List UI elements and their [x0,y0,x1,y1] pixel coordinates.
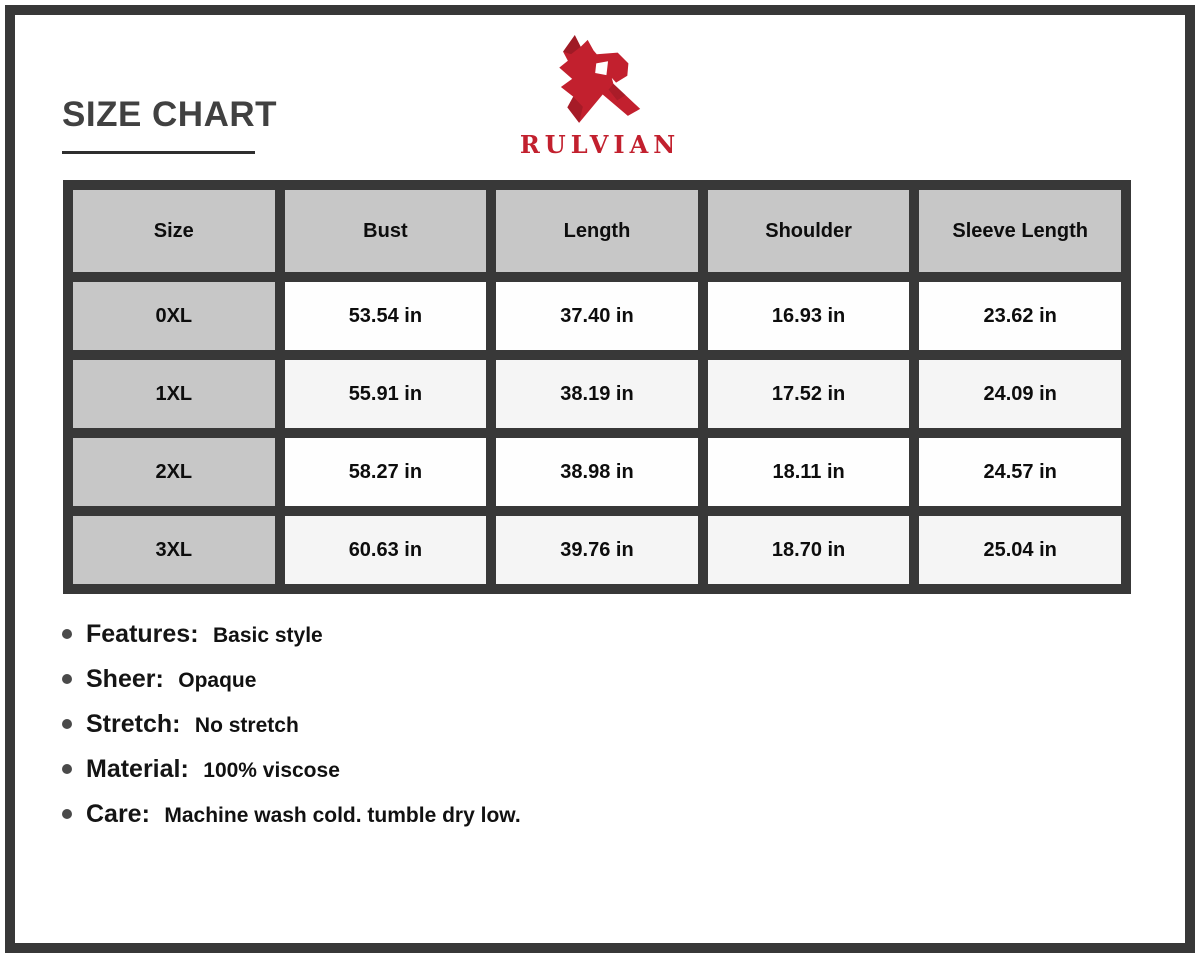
sleeve-cell-2xl: 24.57 in [919,438,1121,506]
detail-item-sheer: Sheer: Opaque [62,664,521,698]
page-title: SIZE CHART [62,95,277,134]
detail-item-features: Features: Basic style [62,619,521,653]
column-header-sleeve-length: Sleeve Length [919,190,1121,272]
title-underline [62,151,255,154]
detail-value: Basic style [213,624,323,647]
bullet-icon [62,719,72,729]
detail-value: 100% viscose [203,759,340,782]
size-cell-0xl: 0XL [73,282,275,350]
brand-logo: RULVIAN [15,35,1185,159]
length-cell-0xl: 37.40 in [496,282,698,350]
page-frame: SIZE CHART RULVIAN Size Bust Length Shou… [5,5,1195,953]
bullet-icon [62,674,72,684]
detail-item-stretch: Stretch: No stretch [62,709,521,743]
shoulder-cell-2xl: 18.11 in [707,438,910,506]
brand-r-icon [559,35,641,123]
detail-value: No stretch [194,714,299,737]
brand-name: RULVIAN [519,130,681,159]
detail-label: Sheer: [86,665,164,693]
column-header-shoulder: Shoulder [707,190,910,272]
size-cell-3xl: 3XL [73,516,275,584]
bust-cell-3xl: 60.63 in [284,516,487,584]
product-details-list: Features: Basic style Sheer: Opaque Stre… [62,619,521,844]
sleeve-cell-3xl: 25.04 in [919,516,1121,584]
shoulder-cell-3xl: 18.70 in [707,516,910,584]
column-header-bust: Bust [284,190,487,272]
size-cell-1xl: 1XL [73,360,275,428]
shoulder-cell-1xl: 17.52 in [707,360,910,428]
detail-label: Care: [86,800,150,828]
detail-item-material: Material: 100% viscose [62,754,521,788]
detail-label: Stretch: [86,710,181,738]
bullet-icon [62,629,72,639]
length-cell-3xl: 39.76 in [496,516,698,584]
bullet-icon [62,764,72,774]
column-header-size: Size [73,190,275,272]
sleeve-cell-0xl: 23.62 in [919,282,1121,350]
length-cell-1xl: 38.19 in [496,360,698,428]
detail-label: Material: [86,755,189,783]
sleeve-cell-1xl: 24.09 in [919,360,1121,428]
detail-value: Machine wash cold. tumble dry low. [164,804,521,827]
bullet-icon [62,809,72,819]
size-chart-table: Size Bust Length Shoulder Sleeve Length … [63,180,1131,594]
size-cell-2xl: 2XL [73,438,275,506]
bust-cell-1xl: 55.91 in [284,360,487,428]
detail-value: Opaque [178,669,257,692]
length-cell-2xl: 38.98 in [496,438,698,506]
column-header-length: Length [496,190,698,272]
detail-label: Features: [86,620,199,648]
shoulder-cell-0xl: 16.93 in [707,282,910,350]
bust-cell-2xl: 58.27 in [284,438,487,506]
detail-item-care: Care: Machine wash cold. tumble dry low. [62,799,521,833]
bust-cell-0xl: 53.54 in [284,282,487,350]
